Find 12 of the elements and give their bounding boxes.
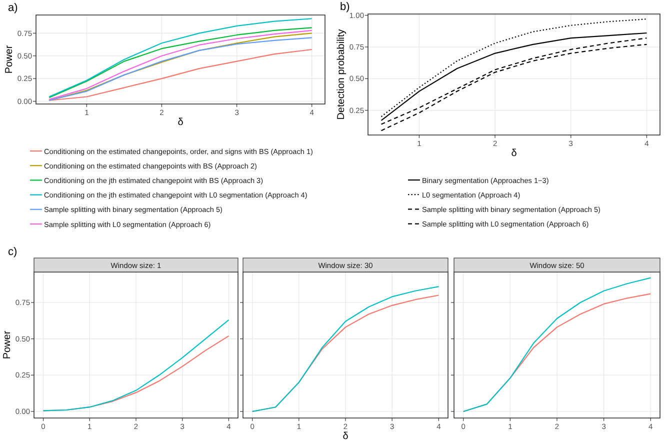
y-axis-title: Power: [4, 44, 15, 74]
y-axis-title: Detection probability: [336, 29, 347, 120]
x-axis-title: δ: [511, 148, 518, 159]
chart-title: b): [340, 1, 350, 13]
line-series: [42, 319, 230, 412]
x-axis-title: δ: [178, 117, 184, 128]
line-series: [380, 18, 648, 118]
line-series: [48, 48, 312, 101]
x-axis-title: δ: [342, 431, 349, 442]
text: c): [8, 246, 18, 258]
chart-title: a): [8, 2, 18, 14]
y-axis-title: Power: [2, 330, 13, 360]
